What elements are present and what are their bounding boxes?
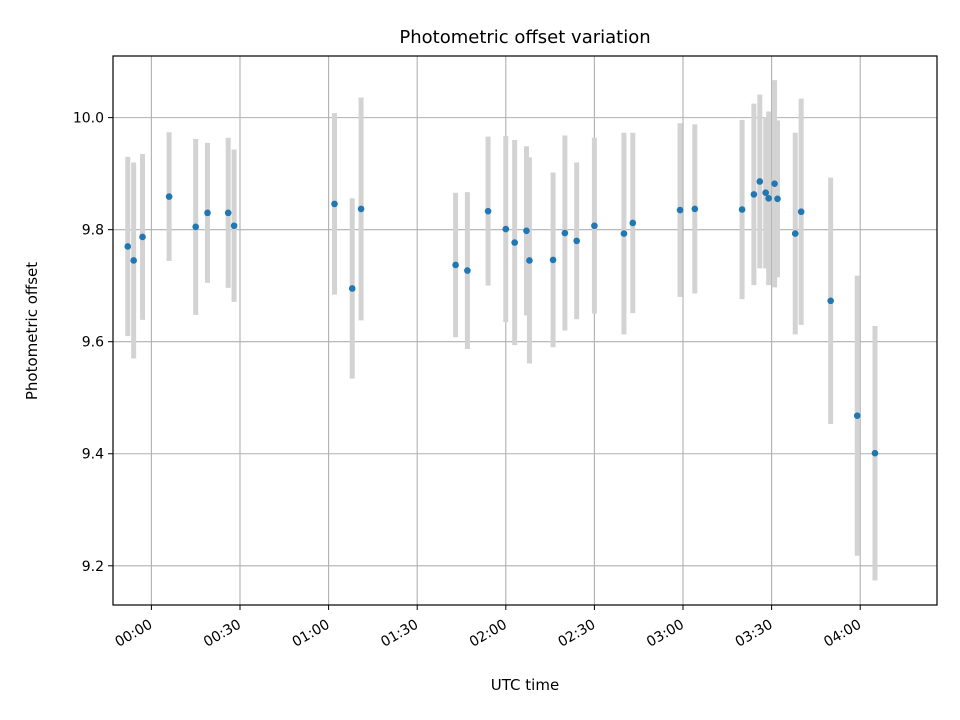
chart-title: Photometric offset variation [399, 27, 650, 48]
data-point [676, 206, 684, 214]
grid [113, 56, 937, 605]
x-tick-label: 01:00 [290, 617, 333, 651]
data-point [452, 261, 459, 269]
y-tick-label: 9.2 [82, 559, 104, 575]
data-point [762, 189, 770, 196]
y-axis-ticks: 9.2 9.4 9.6 9.8 10.0 [73, 111, 113, 575]
data-point [502, 225, 510, 233]
data-point [165, 193, 173, 200]
data-point [204, 209, 211, 217]
data-point [511, 239, 518, 246]
data-point [357, 205, 365, 213]
x-axis-label: UTC time [491, 676, 559, 694]
data-point [791, 230, 799, 237]
data-point [774, 195, 781, 203]
plot-frame [112, 55, 938, 606]
data-point [591, 222, 598, 230]
data-points [124, 178, 879, 457]
y-axis-label: Photometric offset [23, 262, 41, 400]
y-tick-label: 10.0 [73, 111, 104, 127]
data-point [797, 208, 805, 216]
data-point [871, 449, 879, 457]
data-point [331, 200, 338, 208]
x-axis-ticks: 00:00 00:30 01:00 01:30 02:00 02:30 03:00 03:30… [112, 605, 864, 651]
x-tick-label: 00:00 [112, 617, 155, 651]
x-tick-label: 03:30 [733, 617, 776, 651]
data-point [130, 257, 137, 264]
data-point [620, 230, 628, 237]
data-point [224, 209, 232, 217]
data-point [484, 207, 492, 215]
data-point [348, 285, 356, 292]
x-tick-label: 03:00 [644, 617, 687, 651]
x-tick-label: 04:00 [821, 617, 864, 651]
data-point [853, 412, 861, 419]
y-tick-label: 9.6 [82, 335, 104, 351]
data-point [523, 227, 530, 235]
x-tick-label: 02:00 [467, 617, 510, 651]
data-point [756, 178, 764, 185]
data-point [750, 191, 758, 198]
data-point [549, 256, 557, 264]
data-point [561, 229, 569, 237]
data-point [573, 237, 580, 245]
data-point [526, 257, 533, 264]
y-tick-label: 9.4 [82, 447, 104, 463]
data-point [771, 180, 778, 188]
data-point [464, 267, 471, 274]
data-point [192, 223, 199, 231]
y-tick-label: 9.8 [82, 223, 104, 239]
x-tick-label: 01:30 [378, 617, 421, 651]
data-point [827, 297, 834, 305]
data-point [124, 243, 132, 250]
x-tick-label: 02:30 [555, 617, 598, 651]
data-point [139, 233, 146, 241]
data-point [691, 205, 699, 213]
data-point [765, 194, 772, 202]
x-tick-label: 00:30 [201, 617, 244, 651]
data-point [629, 219, 637, 227]
data-point [230, 222, 238, 230]
data-point [738, 206, 746, 213]
